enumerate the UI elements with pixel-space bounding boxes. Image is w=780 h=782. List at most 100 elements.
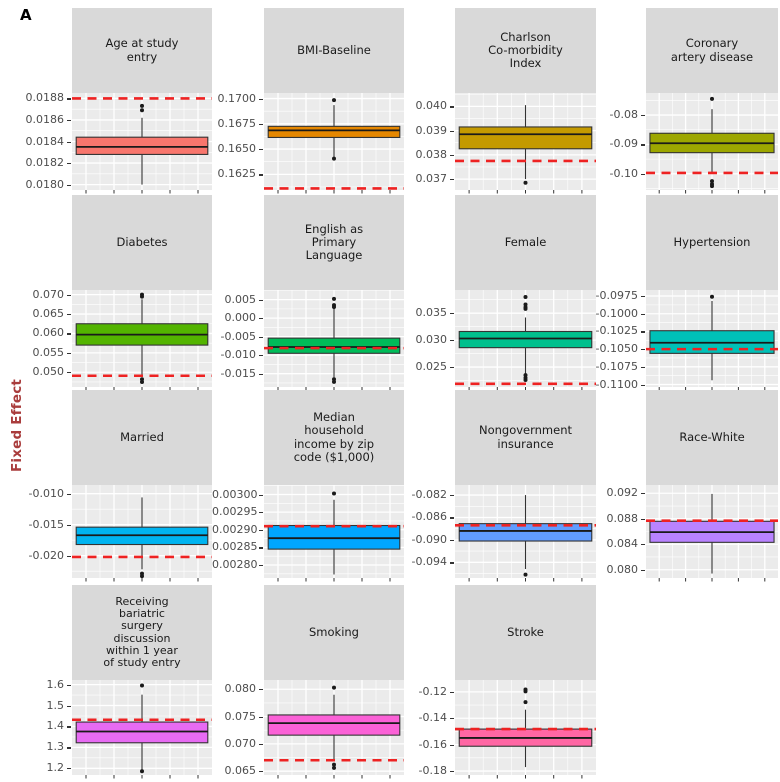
facet-strip: Smoking bbox=[264, 585, 404, 680]
facet-strip: Female bbox=[455, 195, 596, 290]
y-tick-label: 0.038 bbox=[415, 147, 448, 161]
facet-strip-line: Language bbox=[305, 248, 363, 263]
facet-strip-line: insurance bbox=[497, 436, 554, 451]
outlier-point bbox=[710, 179, 714, 184]
facet-charlson-co-morbidity-index: Charlson Co-morbidity Index 0.040 0.039 0.038… bbox=[404, 8, 596, 197]
y-tick-mark bbox=[450, 744, 454, 746]
y-tick-mark bbox=[67, 555, 71, 557]
y-tick-mark bbox=[67, 768, 71, 770]
y-tick-mark bbox=[259, 174, 263, 176]
facet-age-at-study-entry: Age at study entry 0.0188 0.0186 0.0184 0.018… bbox=[0, 8, 212, 197]
y-tick-mark bbox=[259, 743, 263, 746]
facet-strip-line: artery disease bbox=[670, 49, 754, 64]
facet-strip-line: BMI-Baseline bbox=[297, 42, 371, 57]
y-tick-mark bbox=[450, 517, 454, 519]
facet-strip-line: discussion bbox=[113, 631, 171, 645]
y-tick-mark bbox=[259, 494, 263, 496]
outlier-point bbox=[140, 379, 144, 384]
box bbox=[458, 330, 593, 349]
facet-median-household-income-by-zip-code-1-000: Median household income by zip code ($1,000… bbox=[212, 390, 404, 585]
y-tick-label: 0.0188 bbox=[25, 91, 65, 105]
y-tick-label: 1.4 bbox=[46, 719, 65, 733]
y-tick-mark bbox=[67, 372, 71, 374]
outlier-point bbox=[332, 98, 336, 103]
y-tick-mark bbox=[259, 149, 263, 151]
box bbox=[75, 136, 209, 155]
facet-strip-line: income by zip bbox=[293, 436, 375, 451]
y-tick-label: 0.088 bbox=[606, 511, 639, 525]
y-tick-label: 0.050 bbox=[32, 365, 65, 379]
facet-strip: Charlson Co-morbidity Index bbox=[455, 8, 596, 93]
y-tick-mark bbox=[641, 313, 645, 315]
facet-strip-line: entry bbox=[126, 49, 158, 64]
y-tick-label: 0.1700 bbox=[217, 91, 257, 105]
y-tick-mark bbox=[67, 747, 71, 749]
y-tick-label: 0.00295 bbox=[212, 505, 258, 519]
y-tick-label: 0.0184 bbox=[25, 134, 65, 148]
box bbox=[267, 714, 401, 736]
facet-panel bbox=[72, 485, 212, 582]
box bbox=[267, 125, 401, 139]
outlier-point bbox=[332, 685, 336, 690]
y-tick-label: -0.0975 bbox=[595, 289, 638, 303]
y-tick-mark bbox=[641, 296, 645, 298]
y-tick-mark bbox=[450, 562, 454, 564]
y-tick-mark bbox=[67, 705, 71, 707]
facet-panel bbox=[455, 93, 596, 194]
y-tick-label: 0.065 bbox=[224, 764, 257, 778]
y-tick-mark bbox=[450, 313, 454, 315]
y-tick-label: 0.039 bbox=[415, 123, 448, 137]
y-tick-mark bbox=[450, 130, 454, 132]
outlier-point bbox=[332, 296, 336, 301]
y-tick-label: -0.020 bbox=[28, 548, 64, 562]
facet-english-as-primary-language: English as Primary Language 0.005 0.000 -0.00… bbox=[212, 195, 404, 394]
y-tick-label: -0.1000 bbox=[595, 306, 638, 320]
facet-panel bbox=[72, 680, 212, 779]
y-tick-label: -0.10 bbox=[609, 166, 638, 180]
y-tick-label: -0.082 bbox=[411, 488, 447, 502]
y-tick-label: 0.00285 bbox=[212, 540, 258, 554]
y-tick-mark bbox=[259, 529, 263, 531]
y-tick-mark bbox=[67, 141, 71, 143]
facet-receiving-bariatric-surgery-discussion-within-1-year-of-study-entry: Receiving bariatric surgery discussion withi… bbox=[0, 585, 212, 782]
y-tick-mark bbox=[641, 115, 645, 117]
y-tick-mark bbox=[641, 384, 645, 386]
y-tick-label: 0.000 bbox=[224, 311, 257, 325]
y-tick-label: 0.075 bbox=[224, 709, 257, 723]
facet-panel bbox=[264, 680, 404, 779]
facet-panel bbox=[72, 93, 212, 194]
outlier-point bbox=[710, 96, 714, 101]
y-tick-mark bbox=[450, 154, 454, 157]
outlier-point bbox=[332, 305, 336, 310]
y-tick-label: -0.1025 bbox=[595, 324, 638, 338]
y-tick-mark bbox=[450, 367, 454, 369]
facet-strip: Married bbox=[72, 390, 212, 485]
y-tick-mark bbox=[259, 771, 263, 773]
y-tick-label: 1.3 bbox=[46, 740, 65, 754]
outlier-point bbox=[523, 572, 528, 577]
facet-strip: Diabetes bbox=[72, 195, 212, 290]
y-tick-label: 1.2 bbox=[46, 761, 65, 775]
y-tick-mark bbox=[67, 314, 71, 316]
facet-strip: Coronary artery disease bbox=[646, 8, 778, 93]
facet-nongovernment-insurance: Nongovernment insurance -0.082 -0.086 -0.090… bbox=[404, 390, 596, 585]
y-tick-mark bbox=[450, 771, 454, 773]
outlier-point bbox=[140, 683, 144, 688]
y-tick-label: 0.092 bbox=[606, 486, 639, 500]
facet-hypertension: Hypertension -0.0975 -0.1000 -0.1025 -0.1050… bbox=[595, 195, 778, 394]
y-tick-mark bbox=[67, 98, 71, 100]
y-tick-mark bbox=[67, 333, 71, 335]
panel-label: A bbox=[20, 6, 32, 24]
facet-strip-line: English as bbox=[304, 221, 364, 236]
y-tick-mark bbox=[67, 726, 71, 728]
facet-strip-line: Receiving bbox=[115, 594, 169, 608]
y-tick-label: -0.010 bbox=[28, 486, 64, 500]
y-tick-label: 0.0186 bbox=[25, 112, 65, 126]
y-tick-mark bbox=[67, 163, 71, 165]
facet-strip-line: of study entry bbox=[103, 656, 181, 670]
facet-strip: Nongovernment insurance bbox=[455, 390, 596, 485]
y-tick-label: 0.040 bbox=[415, 99, 448, 113]
y-tick-label: -0.015 bbox=[220, 366, 256, 380]
y-tick-mark bbox=[450, 495, 454, 497]
y-tick-label: -0.1050 bbox=[595, 342, 638, 356]
